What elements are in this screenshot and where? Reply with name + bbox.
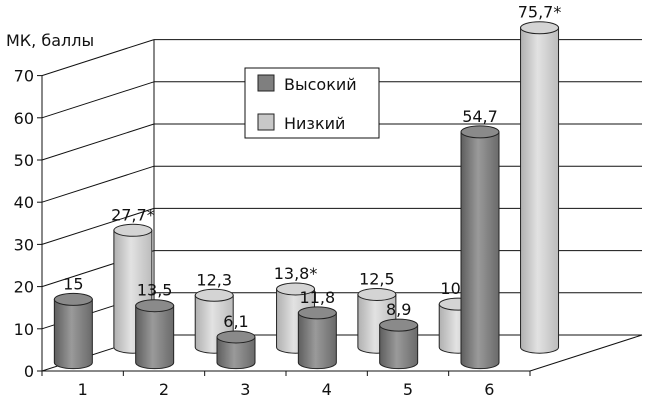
data-label: 13,8* <box>274 264 318 283</box>
x-tick-label: 4 <box>322 380 332 399</box>
data-label: 75,7* <box>518 3 562 22</box>
bar-high <box>216 330 256 370</box>
legend-label-high: Высокий <box>284 75 357 94</box>
bar-body <box>297 312 337 370</box>
x-tick-label: 5 <box>403 380 413 399</box>
bar-top <box>135 299 175 313</box>
bar-top <box>113 223 153 237</box>
x-tick-label: 1 <box>78 380 88 399</box>
bar-low <box>520 21 560 354</box>
data-label: 54,7 <box>462 107 498 126</box>
gridline-left-wall <box>41 207 155 245</box>
bar-top <box>216 330 256 344</box>
bar-body <box>216 336 256 370</box>
bar-body <box>520 27 560 354</box>
y-axis-ticks: 0 10 20 30 40 50 60 70 <box>14 67 42 381</box>
floor-right-edge <box>529 334 643 372</box>
bar-body <box>135 305 175 370</box>
y-tick-label: 50 <box>14 151 34 170</box>
bars: 1527,7*13,512,36,113,8*11,812,58,910,254… <box>53 3 562 370</box>
gridline-left-wall <box>41 165 155 203</box>
legend: Высокий Низкий <box>244 67 380 139</box>
bar-body <box>379 324 419 370</box>
data-label: 11,8 <box>300 288 336 307</box>
legend-swatch-high <box>257 74 275 92</box>
gridline-left-wall <box>41 123 155 161</box>
data-label: 13,5 <box>137 281 173 300</box>
data-label: 6,1 <box>223 312 248 331</box>
y-tick-label: 40 <box>14 193 34 212</box>
bar-top <box>379 318 419 332</box>
gridline-left-wall <box>41 39 155 77</box>
bar-high <box>460 125 500 370</box>
bar-top <box>520 21 560 35</box>
y-tick-label: 30 <box>14 235 34 254</box>
bar-top <box>53 292 93 306</box>
bar-high <box>297 306 337 370</box>
x-axis-ticks: 1 2 3 4 5 6 <box>41 371 531 399</box>
y-tick-label: 0 <box>24 362 34 381</box>
data-label: 27,7* <box>111 205 155 224</box>
y-tick-label: 60 <box>14 109 34 128</box>
y-axis-label: МК, баллы <box>6 31 94 50</box>
data-label: 15 <box>63 274 83 293</box>
bar-high <box>135 299 175 370</box>
x-tick-label: 6 <box>484 380 494 399</box>
bar-top <box>276 282 316 296</box>
y-tick-label: 10 <box>14 320 34 339</box>
bar-body <box>53 298 93 370</box>
legend-swatch-low <box>257 113 275 131</box>
legend-label-low: Низкий <box>284 114 345 133</box>
bar-high <box>379 318 419 370</box>
y-tick-label: 70 <box>14 67 34 86</box>
gridline-left-wall <box>41 81 155 119</box>
bar-high <box>53 292 93 370</box>
x-tick-label: 2 <box>159 380 169 399</box>
data-label: 8,9 <box>386 300 411 319</box>
x-tick-label: 3 <box>240 380 250 399</box>
y-tick-label: 20 <box>14 278 34 297</box>
bar-top <box>194 288 234 302</box>
data-label: 12,5 <box>359 269 395 288</box>
bar-top <box>297 306 337 320</box>
bar-body <box>460 131 500 370</box>
bar-top <box>460 125 500 139</box>
data-label: 12,3 <box>196 270 232 289</box>
bar-top <box>357 287 397 301</box>
